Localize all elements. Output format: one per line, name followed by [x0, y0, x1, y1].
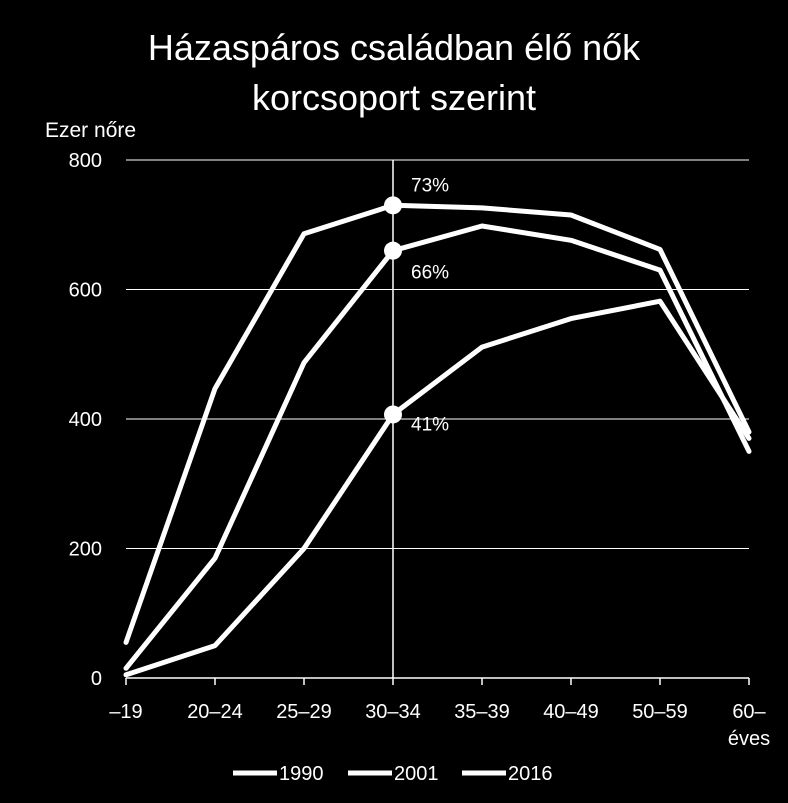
x-unit-label: éves	[728, 728, 770, 750]
x-tick-label: 20–24	[187, 701, 243, 723]
highlight-group: 73% 66% 41%	[384, 160, 449, 678]
x-tick-label: 60–	[732, 701, 766, 723]
y-tick-labels: 0 200 400 600 800	[69, 150, 102, 690]
highlight-point-2016	[384, 405, 402, 424]
legend-label-2016: 2016	[508, 763, 553, 785]
y-tick-label: 200	[69, 539, 102, 561]
y-tick-label: 600	[69, 280, 102, 302]
x-tick-label: 50–59	[632, 701, 688, 723]
legend: 1990 2001 2016	[233, 763, 553, 785]
highlight-point-1990	[384, 196, 402, 215]
x-tick-label: 25–29	[276, 701, 332, 723]
chart-title-line-1: Házaspáros családban élő nők	[148, 27, 641, 68]
y-tick-label: 400	[69, 409, 102, 431]
series-line-1990	[123, 202, 752, 645]
highlight-label-2016: 41%	[411, 414, 449, 435]
gridlines	[126, 159, 749, 679]
y-axis-label: Ezer nőre	[45, 119, 136, 142]
y-tick-label: 0	[91, 668, 102, 690]
y-tick-label: 800	[69, 150, 102, 172]
x-tick-label: 40–49	[543, 701, 599, 723]
x-tick-label: 35–39	[454, 701, 510, 723]
highlight-point-2001	[384, 241, 402, 260]
series-line-2016	[123, 298, 752, 678]
x-tick-label: –19	[109, 701, 142, 723]
chart-title-line-2: korcsoport szerint	[252, 77, 536, 118]
legend-label-2001: 2001	[394, 763, 439, 785]
highlight-label-2001: 66%	[411, 263, 449, 284]
series-lines	[123, 202, 752, 678]
x-tick-labels: –19 20–24 25–29 30–34 35–39 40–49 50–59 60–	[109, 678, 767, 723]
highlight-label-1990: 73%	[411, 175, 449, 196]
legend-label-1990: 1990	[279, 763, 324, 785]
series-line-2001	[123, 223, 752, 671]
x-tick-label: 30–34	[365, 701, 421, 723]
